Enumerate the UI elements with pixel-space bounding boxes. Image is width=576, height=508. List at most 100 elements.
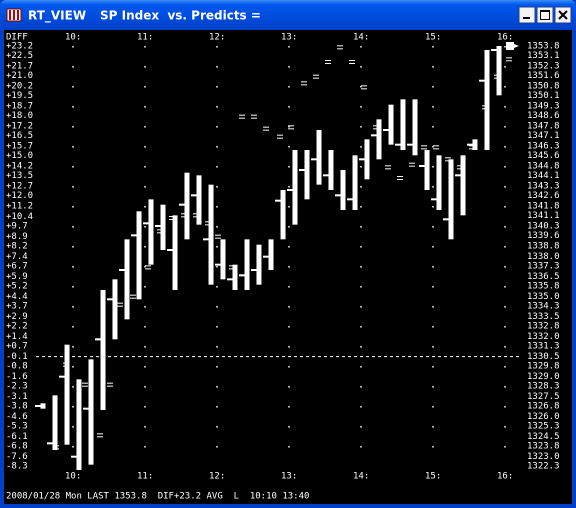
bar <box>184 172 190 240</box>
x-tick-label: 15: <box>425 33 441 43</box>
bar <box>100 290 106 410</box>
y-tick-label: 1323.8 <box>527 442 560 452</box>
predict-mark <box>277 134 283 139</box>
y2-tick-label: +8.2 <box>6 242 28 252</box>
y2-tick-label: +15.0 <box>6 151 33 161</box>
predict-mark <box>481 105 488 110</box>
predict-mark <box>228 265 235 270</box>
y2-tick-label: -6.8 <box>6 442 28 452</box>
y-tick-label: 1326.0 <box>527 412 560 422</box>
bar <box>412 99 418 156</box>
y2-tick-label: +19.5 <box>6 91 33 101</box>
bar <box>496 46 502 96</box>
predict-mark <box>349 60 355 64</box>
chart-title: SP Index vs. Predicts = <box>100 9 261 23</box>
y2-tick-label: -1.6 <box>6 372 28 382</box>
y2-tick-label: -0.1 <box>6 352 28 362</box>
app-icon <box>6 8 22 22</box>
y-tick-label: 1343.3 <box>527 182 560 192</box>
y2-tick-label: +7.4 <box>6 252 28 262</box>
y2-tick-label: +17.2 <box>6 122 33 132</box>
x-tick-label: 12: <box>209 33 225 43</box>
predict-mark <box>215 234 222 239</box>
y2-tick-label: +20.2 <box>6 82 33 92</box>
bar <box>136 211 142 300</box>
y2-tick-label: +3.7 <box>6 302 28 312</box>
y2-tick-label: +18.0 <box>6 111 33 121</box>
predict-mark <box>421 145 427 150</box>
y-tick-label: 1353.1 <box>527 51 560 61</box>
maximize-button[interactable] <box>536 6 554 24</box>
x-tick-label: 15: <box>425 472 441 482</box>
status-bar: 2008/01/28 Mon LAST 1353.8 DIF+23.2 AVG … <box>6 492 309 502</box>
x-tick-label: 14: <box>353 33 369 43</box>
y-tick-label: 1337.3 <box>527 262 560 272</box>
y-tick-label: 1325.3 <box>527 422 560 432</box>
predict-mark <box>263 126 270 131</box>
y-tick-label: 1334.3 <box>527 302 560 312</box>
y-tick-label: 1340.3 <box>527 222 560 232</box>
y2-tick-label: -5.3 <box>6 422 28 432</box>
y-tick-label: 1329.8 <box>527 362 560 372</box>
predict-mark <box>129 294 136 299</box>
bar <box>64 344 70 445</box>
bar <box>376 119 382 160</box>
y-tick-label: 1330.5 <box>527 352 560 362</box>
y-tick-label: 1335.0 <box>527 292 560 302</box>
y-tick-label: 1344.1 <box>527 171 560 181</box>
y2-tick-label: -2.3 <box>6 382 28 392</box>
y-tick-label: 1349.3 <box>527 102 560 112</box>
predict-mark <box>117 302 124 307</box>
predict-mark <box>469 145 476 150</box>
close-button[interactable] <box>554 6 572 24</box>
predict-mark <box>205 221 211 226</box>
y-tick-label: 1341.1 <box>527 211 560 221</box>
predict-mark <box>300 81 307 86</box>
y2-tick-label: +8.9 <box>6 232 28 242</box>
y2-tick-label: +18.7 <box>6 102 33 112</box>
window-title: RT_VIEW <box>28 9 86 24</box>
x-tick-label: 10: <box>65 33 81 43</box>
y-tick-label: 1347.8 <box>527 122 560 132</box>
y2-tick-label: +2.2 <box>6 322 28 332</box>
x-tick-label: 16: <box>497 33 513 43</box>
predict-mark <box>433 145 440 150</box>
minimize-button[interactable] <box>518 6 536 24</box>
y2-tick-label: +1.4 <box>6 332 28 342</box>
y2-tick-label: +0.7 <box>6 342 28 352</box>
predict-mark <box>444 157 451 162</box>
y2-tick-label: -7.6 <box>6 452 28 462</box>
y2-tick-label: +14.2 <box>6 162 33 172</box>
y-tick-label: 1329.0 <box>527 372 560 382</box>
y-tick-label: 1332.0 <box>527 332 560 342</box>
predict-mark <box>169 216 175 220</box>
predict-mark <box>506 57 513 62</box>
bar <box>256 244 262 285</box>
bar <box>388 104 394 145</box>
predict-mark <box>288 125 295 130</box>
chart-area <box>4 30 572 504</box>
bar <box>196 175 202 225</box>
y2-tick-label: -6.1 <box>6 432 28 442</box>
bar <box>208 184 214 285</box>
y-tick-label: 1323.0 <box>527 452 560 462</box>
x-tick-label: 11: <box>137 472 153 482</box>
y-tick-label: 1326.8 <box>527 402 560 412</box>
y-tick-label: 1335.8 <box>527 282 560 292</box>
bar <box>220 239 226 280</box>
predict-mark <box>181 213 188 218</box>
bar <box>460 155 466 216</box>
bar <box>352 155 358 210</box>
y2-tick-label: -3.8 <box>6 402 28 412</box>
predict-mark <box>53 445 60 450</box>
bar <box>424 150 430 190</box>
y2-tick-label: +16.5 <box>6 131 33 141</box>
y-tick-label: 1350.8 <box>527 82 560 92</box>
y-tick-label: 1331.3 <box>527 342 560 352</box>
bar <box>268 239 274 270</box>
y2-tick-label: +6.7 <box>6 262 28 272</box>
y-tick-label: 1332.8 <box>527 322 560 332</box>
y2-tick-label: +21.0 <box>6 71 33 81</box>
y-tick-label: 1347.1 <box>527 131 560 141</box>
predict-mark <box>97 433 103 438</box>
